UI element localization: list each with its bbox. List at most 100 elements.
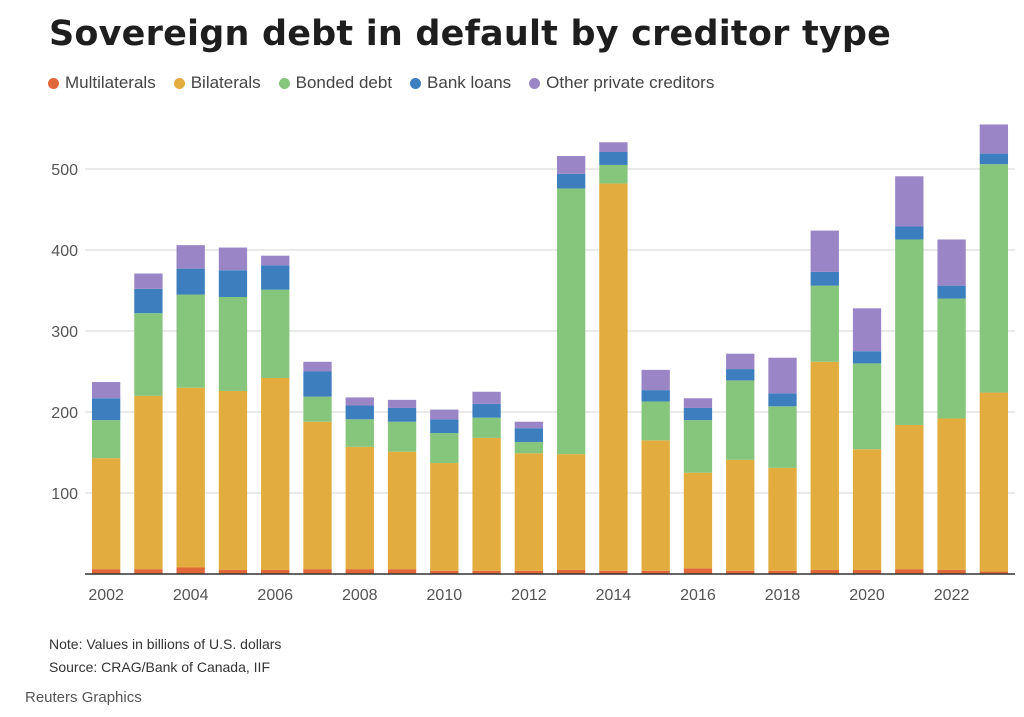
source-text: Source: CRAG/Bank of Canada, IIF	[49, 659, 270, 675]
bar-segment-bank-loans-2015	[641, 390, 670, 402]
bar-segment-bilaterals-2020	[852, 449, 882, 570]
bar-segment-bonded-debt-2012	[514, 441, 544, 454]
bar-segment-multilaterals-2007	[303, 569, 332, 574]
bar-segment-other-private-creditors-2017	[726, 353, 755, 370]
bar-segment-bank-loans-2016	[683, 407, 713, 421]
bar-segment-bilaterals-2023	[979, 392, 1009, 572]
y-tick-label: 200	[51, 405, 78, 422]
legend-label-multilaterals: Multilaterals	[65, 73, 156, 92]
bar-segment-bonded-debt-2010	[430, 433, 459, 464]
bar-segment-bilaterals-2006	[261, 377, 290, 570]
bar-segment-bonded-debt-2008	[345, 419, 374, 447]
bar-segment-bilaterals-2010	[430, 463, 459, 571]
bar-segment-multilaterals-2023	[979, 571, 1009, 574]
bar-segment-bank-loans-2004	[176, 268, 205, 295]
x-tick-label: 2008	[342, 587, 378, 604]
bar-segment-multilaterals-2009	[387, 569, 417, 574]
bar-segment-bilaterals-2009	[387, 451, 417, 570]
bar-segment-bank-loans-2018	[768, 393, 797, 407]
bar-segment-bonded-debt-2018	[768, 406, 797, 468]
bar-segment-bank-loans-2008	[345, 405, 374, 420]
bar-segment-bilaterals-2005	[218, 390, 248, 570]
bar-segment-other-private-creditors-2016	[683, 398, 713, 408]
bar-segment-multilaterals-2003	[134, 569, 163, 574]
bar-segment-other-private-creditors-2011	[472, 391, 501, 404]
bar-segment-bank-loans-2014	[599, 151, 628, 165]
legend-item-multilaterals: Multilaterals	[48, 73, 156, 93]
bar-segment-bonded-debt-2004	[176, 294, 205, 388]
bar-segment-bonded-debt-2017	[726, 380, 755, 460]
x-tick-label: 2002	[88, 587, 124, 604]
bar-segment-other-private-creditors-2022	[937, 239, 966, 286]
bar-segment-bilaterals-2017	[726, 459, 755, 571]
bar-segment-bank-loans-2005	[218, 270, 248, 297]
bar-segment-bonded-debt-2011	[472, 417, 501, 438]
bar-segment-bilaterals-2016	[683, 472, 713, 569]
brand-credit: Reuters Graphics	[25, 689, 142, 706]
bar-segment-other-private-creditors-2007	[303, 361, 332, 372]
bar-segment-bilaterals-2012	[514, 453, 544, 571]
bar-segment-bonded-debt-2006	[261, 289, 290, 378]
bar-segment-bilaterals-2002	[91, 458, 121, 570]
bar-segment-multilaterals-2018	[768, 570, 797, 574]
bar-segment-other-private-creditors-2009	[387, 399, 417, 408]
bar-segment-bank-loans-2002	[91, 398, 121, 421]
bar-segment-bonded-debt-2013	[556, 188, 586, 455]
legend-item-bilaterals: Bilaterals	[173, 73, 261, 93]
bar-segment-bank-loans-2007	[303, 371, 332, 397]
bar-segment-multilaterals-2006	[261, 569, 290, 574]
bar-segment-bonded-debt-2016	[683, 420, 713, 473]
bar-segment-other-private-creditors-2014	[599, 142, 628, 152]
bar-segment-other-private-creditors-2013	[556, 156, 586, 174]
y-tick-label: 300	[51, 324, 78, 341]
bar-segment-bank-loans-2020	[852, 351, 882, 364]
bar-segment-bank-loans-2011	[472, 403, 501, 418]
bar-segment-multilaterals-2011	[472, 570, 501, 574]
bar-segment-bonded-debt-2005	[218, 296, 248, 391]
bar-segment-bank-loans-2017	[726, 369, 755, 381]
bar-segment-bonded-debt-2023	[979, 164, 1009, 393]
bar-segment-bank-loans-2021	[895, 226, 924, 240]
legend-label-bonded-debt: Bonded debt	[295, 73, 393, 92]
bar-segment-other-private-creditors-2008	[345, 397, 374, 406]
bar-segment-bilaterals-2004	[176, 387, 205, 568]
bar-segment-bank-loans-2012	[514, 428, 544, 442]
bar-segment-multilaterals-2012	[514, 570, 544, 574]
bar-segment-bilaterals-2011	[472, 437, 501, 571]
bar-segment-multilaterals-2019	[810, 569, 839, 574]
x-tick-label: 2010	[427, 587, 463, 604]
bar-segment-bilaterals-2022	[937, 418, 966, 570]
bar-segment-other-private-creditors-2002	[91, 382, 121, 399]
legend-item-bank-loans: Bank loans	[410, 73, 511, 93]
bar-segment-bank-loans-2013	[556, 173, 586, 189]
bar-segment-bonded-debt-2009	[387, 421, 417, 452]
bar-segment-other-private-creditors-2006	[261, 255, 290, 266]
bar-segment-multilaterals-2020	[852, 569, 882, 574]
bar-segment-multilaterals-2022	[937, 569, 966, 574]
legend-item-bonded-debt: Bonded debt	[278, 73, 393, 93]
chart-title: Sovereign debt in default by creditor ty…	[49, 14, 892, 54]
bar-segment-other-private-creditors-2015	[641, 369, 670, 391]
bar-segment-other-private-creditors-2018	[768, 357, 797, 394]
legend-swatch-bilaterals	[173, 77, 185, 89]
y-tick-label: 500	[51, 162, 78, 179]
legend-label-bilaterals: Bilaterals	[190, 73, 261, 92]
bar-segment-multilaterals-2021	[895, 569, 924, 574]
bar-segment-multilaterals-2014	[599, 570, 628, 574]
bar-segment-other-private-creditors-2019	[810, 230, 839, 272]
bar-segment-multilaterals-2005	[218, 569, 248, 574]
bar-segment-bank-loans-2003	[134, 288, 163, 314]
bar-segment-multilaterals-2008	[345, 569, 374, 574]
bar-segment-bilaterals-2018	[768, 467, 797, 571]
bar-segment-multilaterals-2002	[91, 569, 121, 574]
legend-swatch-other-private	[529, 77, 541, 89]
legend-label-other-private: Other private creditors	[546, 73, 715, 92]
bar-segment-bilaterals-2015	[641, 440, 670, 571]
bar-segment-bank-loans-2022	[937, 285, 966, 299]
x-tick-label: 2020	[849, 587, 885, 604]
y-tick-label: 400	[51, 243, 78, 260]
bar-segment-bonded-debt-2015	[641, 401, 670, 441]
bar-segment-bonded-debt-2022	[937, 298, 966, 419]
legend-label-bank-loans: Bank loans	[427, 73, 512, 92]
